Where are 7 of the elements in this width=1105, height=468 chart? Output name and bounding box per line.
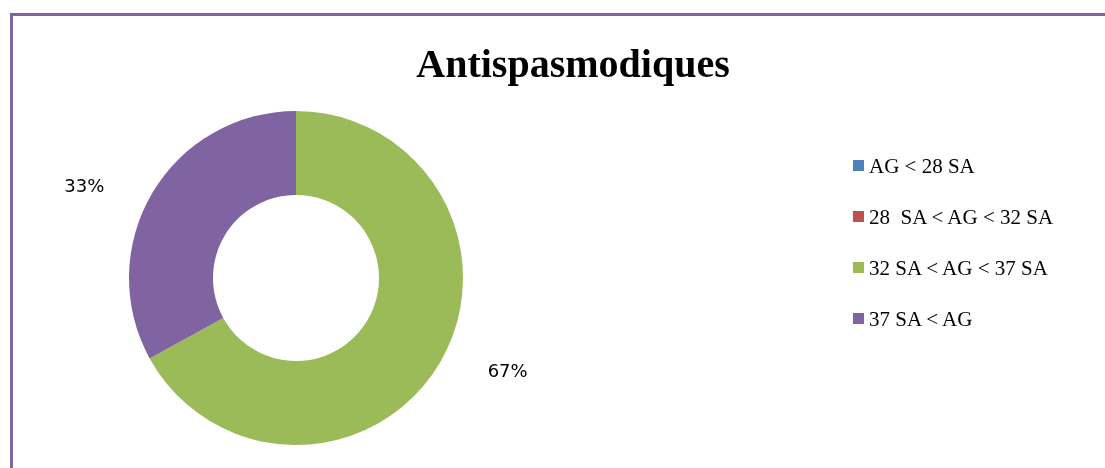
data-label: 67% xyxy=(487,360,528,382)
data-label: 33% xyxy=(64,174,105,196)
legend-label: 37 SA < AG xyxy=(869,306,973,331)
legend-label: 32 SA < AG < 37 SA xyxy=(869,255,1049,280)
chart-title: Antispasmodiques xyxy=(416,40,730,86)
legend-label: 28 SA < AG < 32 SA xyxy=(869,204,1054,229)
legend-label: AG < 28 SA xyxy=(869,153,976,178)
